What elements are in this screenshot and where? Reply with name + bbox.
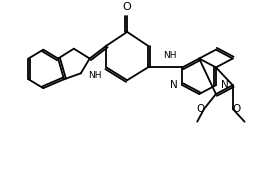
Text: NH: NH: [163, 51, 176, 60]
Text: O: O: [123, 2, 132, 12]
Text: NH: NH: [88, 71, 101, 80]
Text: N: N: [170, 80, 177, 90]
Text: O: O: [196, 104, 204, 114]
Text: O: O: [233, 104, 241, 114]
Text: N: N: [221, 80, 229, 90]
